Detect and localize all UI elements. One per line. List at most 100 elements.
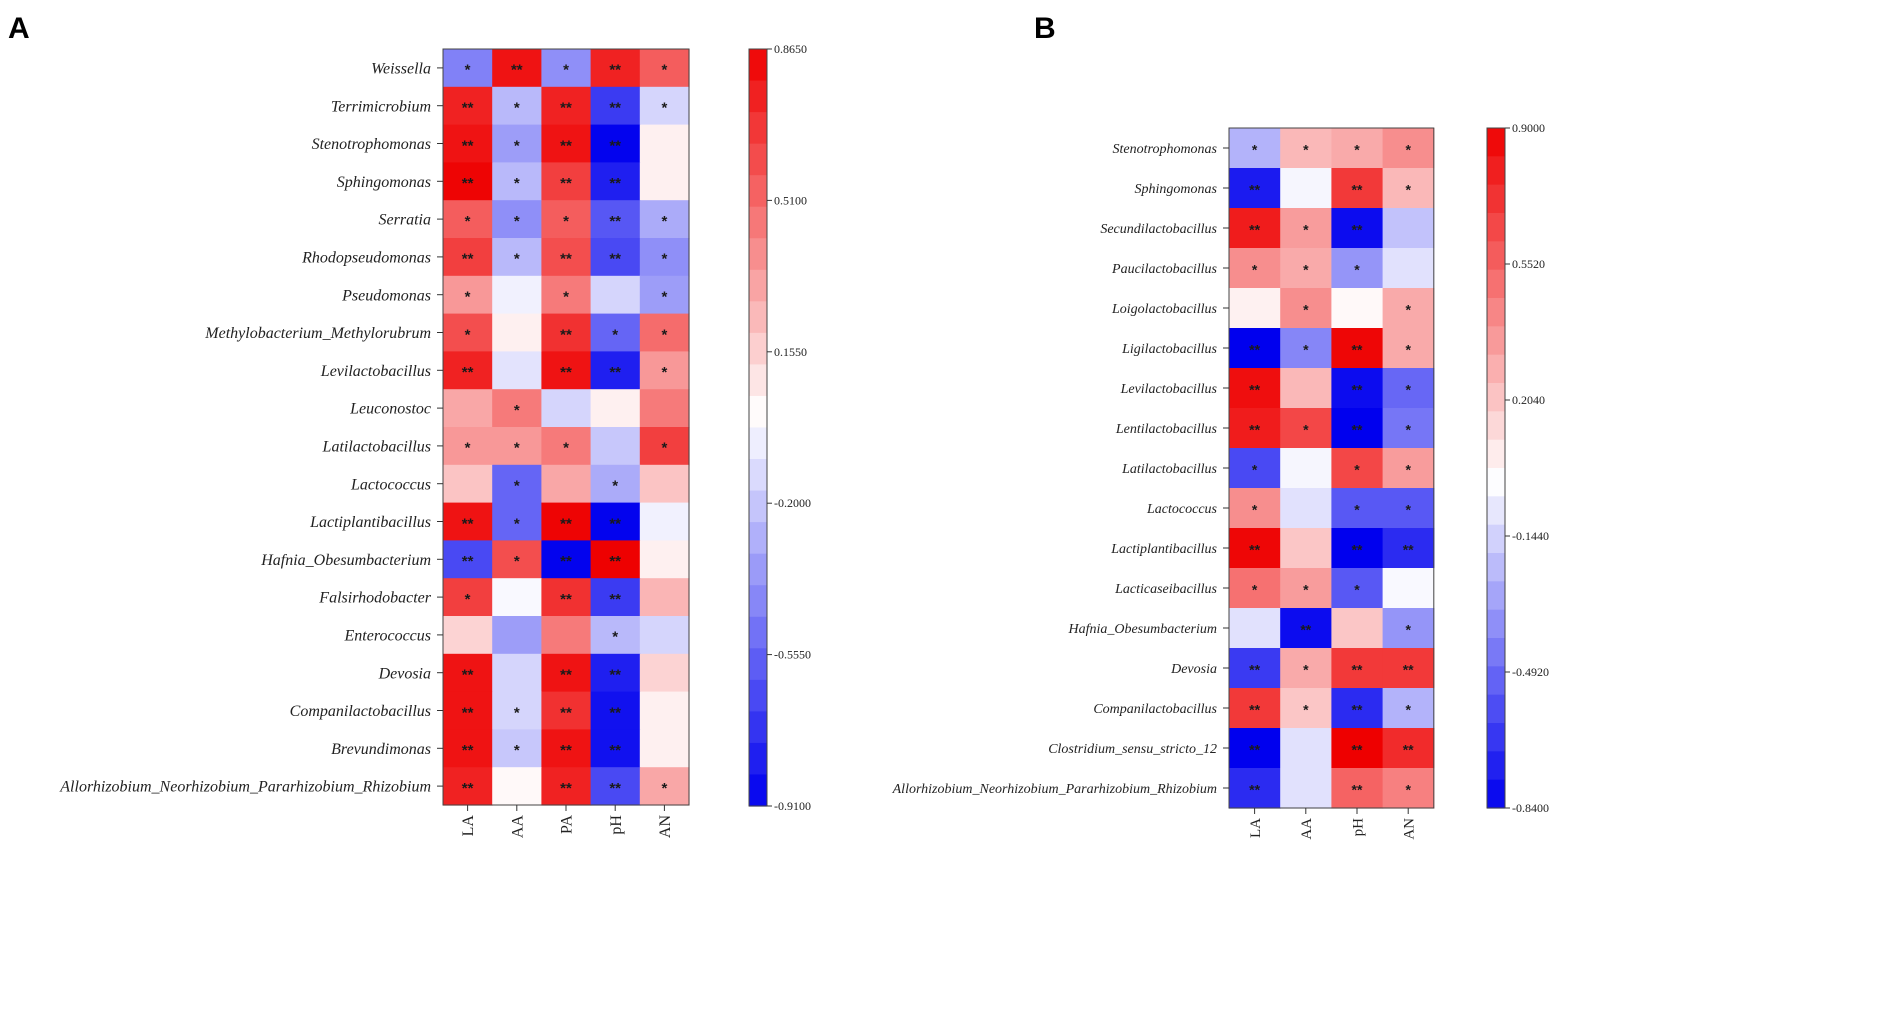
- color-bar-segment: [749, 301, 767, 334]
- significance-marker: *: [1405, 381, 1411, 397]
- significance-marker: **: [1352, 701, 1363, 717]
- significance-marker: **: [1352, 221, 1363, 237]
- heatmap-cell: [590, 691, 641, 730]
- heatmap-cell: [492, 351, 542, 390]
- significance-marker: *: [514, 175, 520, 192]
- heatmap-cell: [1382, 368, 1435, 409]
- row-label: Allorhizobium_Neorhizobium_Pararhizobium…: [59, 779, 431, 796]
- heatmap-cell: [1229, 248, 1281, 289]
- heatmap-cell: [1331, 408, 1384, 449]
- heatmap-cell: [639, 86, 690, 126]
- color-bar-segment: [1487, 779, 1505, 809]
- significance-marker: **: [1352, 781, 1363, 797]
- color-bar-segment: [1487, 326, 1505, 356]
- significance-marker: **: [560, 99, 572, 116]
- significance-marker: **: [1300, 621, 1311, 637]
- color-bar-segment: [749, 522, 767, 555]
- heatmap-cell: [639, 200, 690, 239]
- row-label: Sphingomonas: [337, 174, 431, 191]
- heatmap-cell: [1331, 368, 1384, 409]
- significance-marker: *: [1252, 461, 1258, 477]
- heatmap-cell: [639, 124, 690, 163]
- heatmap-cell: [541, 691, 592, 730]
- row-labels: Weissella Terrimicrobium Stenotrophomonas S…: [59, 61, 443, 796]
- column-label: LA: [460, 815, 477, 837]
- significance-marker: *: [1405, 141, 1411, 157]
- row-label: Levilactobacillus: [1120, 382, 1218, 397]
- heatmap-cell: [492, 238, 542, 277]
- heatmap-cell: [443, 502, 493, 541]
- row-label: Devosia: [1170, 662, 1217, 677]
- color-bar-segment: [1487, 184, 1505, 214]
- heatmap-cell: [541, 616, 592, 655]
- heatmap-cell: [1229, 448, 1281, 489]
- color-bar-tick-label: 0.2040: [1512, 393, 1545, 407]
- significance-marker: *: [661, 213, 667, 230]
- panel-b: B * * * *** ** *** * *** * ** *** * ** *** ** *** * ** ** *…: [892, 12, 1549, 840]
- significance-marker: *: [1303, 341, 1309, 357]
- significance-marker: **: [462, 364, 474, 381]
- heatmap-cell: [443, 124, 493, 163]
- significance-marker: *: [514, 137, 520, 154]
- significance-marker: **: [1352, 181, 1363, 197]
- heatmap-cell: [541, 653, 592, 693]
- heatmap-cell: [1382, 648, 1435, 689]
- significance-marker: *: [465, 288, 471, 305]
- heatmap-cell: [443, 351, 493, 390]
- heatmap-cell: [443, 49, 493, 88]
- heatmap-cell: [443, 389, 493, 428]
- heatmap-cell: [590, 729, 641, 768]
- significance-marker: *: [563, 440, 569, 457]
- heatmap-cell: [443, 616, 493, 655]
- significance-marker: *: [1405, 461, 1411, 477]
- color-bar-tick-label: 0.5100: [774, 193, 807, 207]
- significance-marker: **: [1403, 541, 1414, 557]
- heatmap-cell: [1382, 488, 1435, 529]
- significance-marker: *: [1405, 181, 1411, 197]
- heatmap-cell: [1382, 288, 1435, 329]
- color-bar-segment: [749, 238, 767, 271]
- column-labels: LA AA PA pH AN: [460, 805, 674, 838]
- color-bar-segment: [1487, 666, 1505, 696]
- heatmap-cell: [1280, 448, 1332, 489]
- heatmap-cell: [1382, 208, 1435, 249]
- heatmap-cell: [639, 238, 690, 277]
- heatmap-cell: [492, 502, 542, 541]
- heatmap-cell: [639, 162, 690, 201]
- color-bar: 0.8650 0.5100 0.1550 -0.2000 -0.5550 -0.9100: [748, 42, 811, 813]
- significance-marker: **: [1249, 541, 1260, 557]
- row-label: Lentilactobacillus: [1115, 422, 1218, 437]
- heatmap-cell: [1280, 328, 1332, 369]
- significance-marker: *: [514, 515, 520, 532]
- significance-marker: *: [1405, 341, 1411, 357]
- heatmap-cell: [1331, 328, 1384, 369]
- significance-marker: *: [1405, 421, 1411, 437]
- row-label: Latilactobacillus: [1121, 462, 1217, 477]
- significance-marker: **: [560, 666, 572, 683]
- color-bar-tick-label: -0.2000: [774, 496, 811, 510]
- heatmap-cell: [541, 540, 592, 579]
- color-bar-segment: [749, 585, 767, 618]
- heatmap-cell: [443, 86, 493, 126]
- color-bar-segment: [749, 269, 767, 302]
- heatmap-cell: [639, 351, 690, 390]
- heatmap-cell: [443, 691, 493, 730]
- color-bar-segment: [1487, 383, 1505, 412]
- row-label: Leuconostoc: [349, 401, 431, 418]
- heatmap-cell: [541, 351, 592, 390]
- heatmap-cell: [1331, 288, 1384, 329]
- color-bar-segment: [749, 175, 767, 208]
- color-bar-tick-label: -0.5550: [774, 648, 811, 662]
- significance-marker: *: [465, 213, 471, 230]
- significance-marker: **: [462, 515, 474, 532]
- significance-marker: *: [661, 326, 667, 343]
- heatmap-cell: [1280, 528, 1332, 569]
- color-bar-segment: [1487, 411, 1505, 441]
- heatmap-cells: ****************************************…: [443, 49, 690, 806]
- color-bar-segment: [1487, 354, 1505, 384]
- heatmap-cell: [639, 275, 690, 315]
- color-bar-segment: [749, 427, 767, 460]
- row-labels: Stenotrophomonas Sphingomonas Secundilacto…: [892, 142, 1229, 797]
- heatmap-cell: [541, 86, 592, 126]
- color-bar-segment: [1487, 609, 1505, 639]
